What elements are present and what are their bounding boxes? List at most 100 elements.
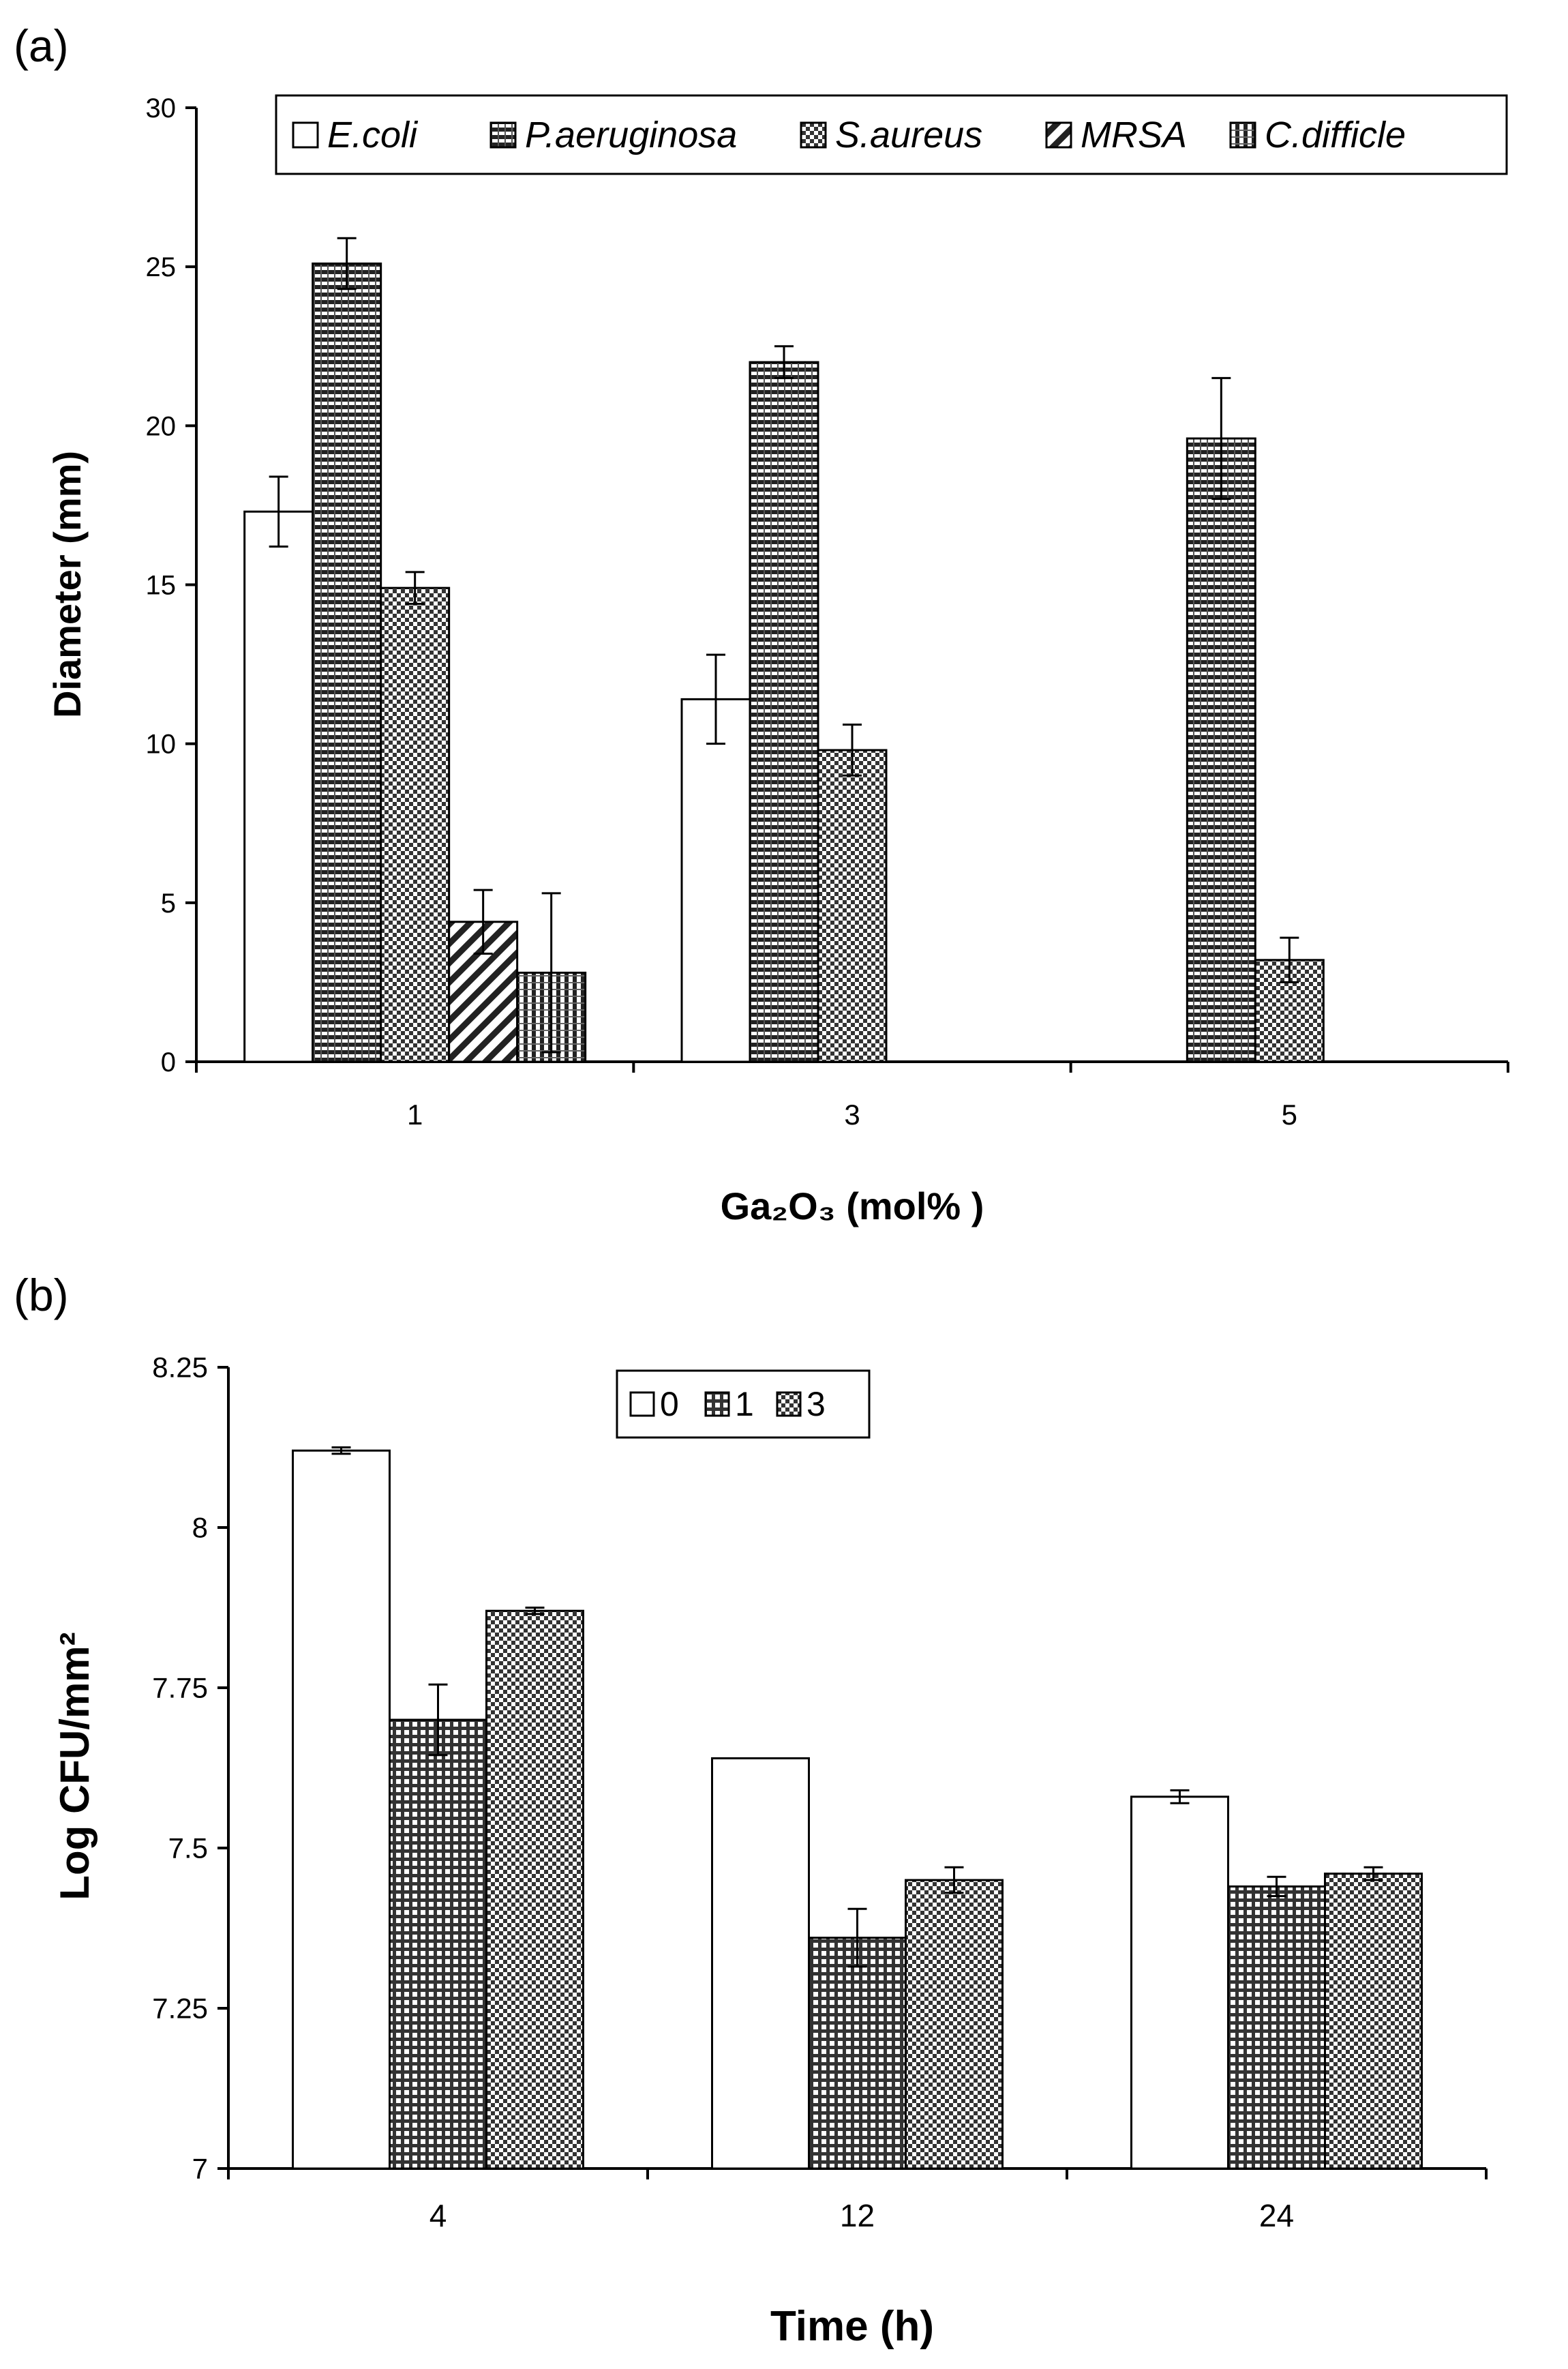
error-bar — [1363, 1866, 1383, 1881]
y-tick-label: 8 — [192, 1512, 208, 1544]
panel-b-label: (b) — [14, 1270, 69, 1320]
legend-swatch-c-difficle — [1229, 121, 1256, 149]
error-bar — [269, 475, 288, 548]
error-bar — [428, 1683, 448, 1757]
y-tick-label: 15 — [146, 571, 177, 601]
legend-swatch-s-aureus — [800, 121, 827, 149]
legend-item-s-aureus: S.aureus — [800, 115, 982, 155]
bar-0-4 — [292, 1449, 391, 2170]
bar-3-12 — [905, 1879, 1004, 2170]
panel-a-legend: E.coli P.aeruginosa S.aureus MRSA C.diff… — [275, 94, 1508, 175]
bar-s-aureus-1 — [380, 586, 451, 1063]
legend-item-c-difficle: C.difficle — [1229, 115, 1406, 155]
legend-label-mrsa: MRSA — [1081, 115, 1187, 155]
legend-swatch-0 — [629, 1391, 655, 1417]
legend-label-s-aureus: S.aureus — [835, 115, 982, 155]
panel-b-y-label: Log CFU/mm² — [52, 1632, 97, 1900]
x-category-label: 12 — [840, 2198, 875, 2233]
bar-1-24 — [1227, 1885, 1326, 2170]
bar-e-coli-1 — [243, 510, 314, 1063]
panel-b-legend-box — [616, 1369, 871, 1439]
legend-label-e-coli: E.coli — [327, 115, 419, 155]
legend-label-0: 0 — [660, 1385, 679, 1423]
panel-b-errorbars — [331, 1446, 1383, 1968]
error-bar — [944, 1866, 964, 1894]
panel-a-legend-box — [275, 94, 1508, 175]
y-tick-label: 5 — [161, 889, 176, 919]
panel-a-x-ticks: 1 3 5 — [195, 1062, 1509, 1131]
bar-p-aeruginosa-3 — [749, 361, 819, 1063]
panel-a-errorbars — [269, 237, 1299, 1054]
panel-b-x-ticks: 4 12 24 — [227, 2169, 1488, 2233]
x-category-label: 1 — [407, 1099, 423, 1131]
error-bar — [473, 889, 493, 955]
error-bar — [525, 1607, 545, 1615]
y-tick-label: 7.75 — [152, 1672, 208, 1704]
bar-p-aeruginosa-1 — [312, 263, 382, 1063]
bar-3-24 — [1324, 1873, 1423, 2170]
y-tick-label: 25 — [146, 252, 177, 282]
y-tick-label: 0 — [161, 1047, 176, 1077]
x-category-label: 24 — [1259, 2198, 1294, 2233]
legend-swatch-e-coli — [292, 121, 319, 149]
legend-item-1: 1 — [704, 1385, 754, 1423]
y-tick-label: 10 — [146, 730, 177, 760]
panel-a-y-label: Diameter (mm) — [46, 451, 89, 718]
x-category-label: 5 — [1282, 1099, 1297, 1131]
error-bar — [774, 345, 794, 379]
bar-p-aeruginosa-5 — [1186, 437, 1256, 1063]
panel-a-bars — [243, 263, 1325, 1063]
error-bar — [1170, 1789, 1190, 1804]
legend-item-mrsa: MRSA — [1045, 115, 1187, 155]
legend-item-0: 0 — [629, 1385, 679, 1423]
error-bar — [1267, 1875, 1286, 1897]
legend-label-1: 1 — [735, 1385, 754, 1423]
legend-swatch-1 — [704, 1391, 730, 1417]
bar-1-4 — [389, 1718, 487, 2170]
legend-swatch-3 — [776, 1391, 802, 1417]
y-tick-label: 8.25 — [152, 1352, 208, 1384]
error-bar — [1280, 936, 1299, 983]
y-tick-label: 7.25 — [152, 1993, 208, 2025]
panel-b-plot: 7 7.25 7.5 7.75 8 8.25 4 12 24 — [152, 1352, 1488, 2233]
legend-label-3: 3 — [806, 1385, 826, 1423]
error-bar — [405, 571, 425, 605]
legend-label-p-aeruginosa: P.aeruginosa — [525, 115, 737, 155]
legend-item-e-coli: E.coli — [292, 115, 419, 155]
y-tick-label: 20 — [146, 411, 177, 441]
x-category-label: 4 — [429, 2198, 447, 2233]
legend-swatch-mrsa — [1045, 121, 1072, 149]
bar-e-coli-3 — [680, 698, 751, 1063]
bar-0-12 — [711, 1757, 810, 2170]
bar-1-12 — [808, 1937, 907, 2170]
panel-a-label: (a) — [14, 20, 69, 71]
panel-a-y-ticks: 0 5 10 15 20 25 30 — [146, 93, 196, 1077]
legend-swatch-p-aeruginosa — [489, 121, 517, 149]
panel-b-legend: 0 1 3 — [616, 1369, 871, 1439]
panel-b-y-ticks: 7 7.25 7.5 7.75 8 8.25 — [152, 1352, 228, 2185]
panel-a: (a) 0 5 10 15 20 25 30 1 3 5 Diameter (mm) Ga₂O₃… — [14, 20, 1509, 1227]
panel-b-x-label: Time (h) — [770, 2303, 934, 2350]
legend-item-p-aeruginosa: P.aeruginosa — [489, 115, 737, 155]
error-bar — [847, 1907, 867, 1968]
bar-s-aureus-3 — [817, 749, 888, 1063]
error-bar — [331, 1446, 351, 1455]
error-bar — [337, 237, 357, 290]
y-tick-label: 7 — [192, 2153, 208, 2185]
y-tick-label: 30 — [146, 93, 177, 123]
panel-a-x-label: Ga₂O₃ (mol% ) — [721, 1184, 984, 1227]
error-bar — [541, 892, 561, 1054]
error-bar — [706, 653, 725, 745]
bar-0-24 — [1130, 1796, 1229, 2170]
legend-label-c-difficle: C.difficle — [1265, 115, 1406, 155]
panel-b-bars — [292, 1449, 1423, 2170]
x-category-label: 3 — [844, 1099, 860, 1131]
legend-item-3: 3 — [776, 1385, 826, 1423]
error-bar — [1211, 376, 1231, 501]
bar-3-4 — [485, 1609, 584, 2170]
y-tick-label: 7.5 — [168, 1832, 208, 1864]
error-bar — [843, 724, 862, 777]
panel-a-plot: 0 5 10 15 20 25 30 1 3 5 — [146, 93, 1509, 1131]
